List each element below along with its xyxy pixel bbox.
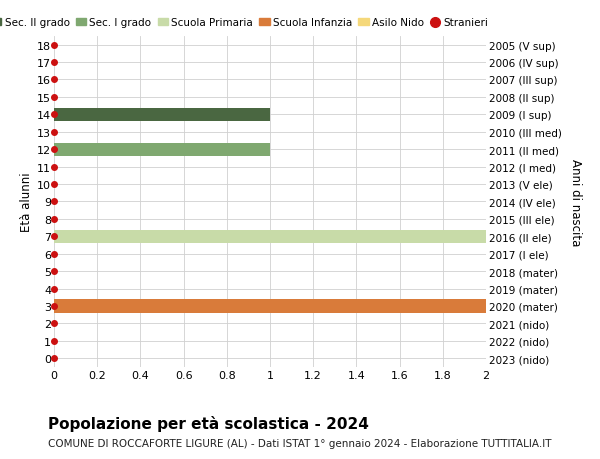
Bar [54, 143, 270, 157]
Legend: Sec. II grado, Sec. I grado, Scuola Primaria, Scuola Infanzia, Asilo Nido, Stran: Sec. II grado, Sec. I grado, Scuola Prim… [0, 18, 488, 28]
Bar [54, 300, 486, 313]
Bar [54, 230, 486, 243]
Y-axis label: Anni di nascita: Anni di nascita [569, 158, 581, 246]
Bar [54, 108, 270, 122]
Y-axis label: Età alunni: Età alunni [20, 172, 33, 232]
Text: COMUNE DI ROCCAFORTE LIGURE (AL) - Dati ISTAT 1° gennaio 2024 - Elaborazione TUT: COMUNE DI ROCCAFORTE LIGURE (AL) - Dati … [48, 438, 551, 448]
Text: Popolazione per età scolastica - 2024: Popolazione per età scolastica - 2024 [48, 415, 369, 431]
